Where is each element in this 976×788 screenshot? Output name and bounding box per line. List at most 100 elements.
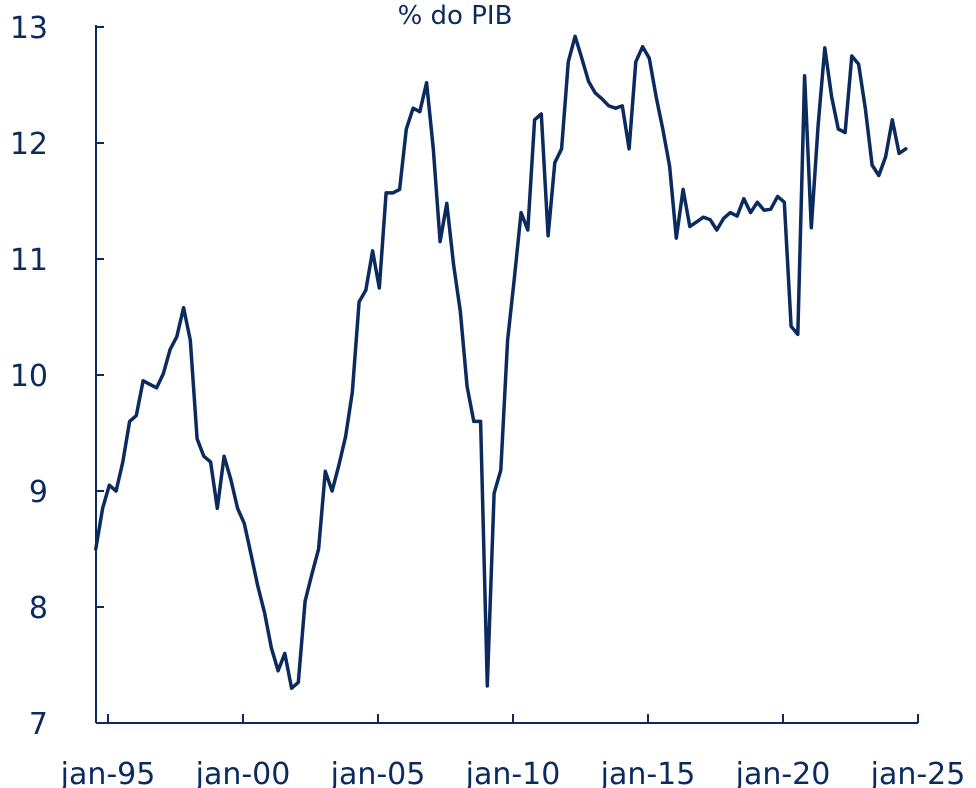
data-point [338, 464, 340, 467]
data-point [135, 414, 138, 417]
data-point [587, 80, 590, 83]
data-point [533, 119, 536, 121]
data-point [743, 197, 745, 200]
data-point [324, 470, 327, 473]
data-point [716, 229, 718, 231]
data-point [351, 391, 354, 394]
data-point [763, 209, 765, 212]
data-point [722, 217, 725, 220]
data-point [682, 188, 684, 191]
data-point [783, 201, 786, 203]
data-point [817, 124, 819, 127]
data-point [223, 455, 225, 458]
data-point [122, 461, 124, 463]
data-point [230, 478, 232, 481]
data-point [709, 218, 711, 221]
data-point [405, 128, 408, 130]
data-point [594, 92, 597, 94]
data-point [277, 670, 279, 672]
data-point [263, 612, 266, 614]
data-point [668, 165, 671, 167]
data-point [857, 63, 860, 65]
chart-title: % do PIB [398, 1, 513, 31]
data-point [648, 57, 651, 60]
data-point [641, 45, 644, 48]
data-point [270, 646, 273, 649]
data-point [304, 600, 306, 602]
data-point [898, 152, 900, 155]
data-point [331, 490, 333, 492]
data-point [257, 585, 259, 587]
y-tick-label: 10 [10, 359, 48, 394]
data-point [628, 148, 630, 150]
data-point [608, 105, 610, 107]
data-point [567, 61, 570, 63]
data-point [378, 287, 381, 289]
data-point [871, 164, 873, 166]
data-point [169, 348, 171, 351]
data-point [446, 202, 448, 205]
data-point [810, 226, 813, 229]
data-point [803, 74, 806, 77]
y-tick-label: 8 [29, 591, 48, 626]
series-line [94, 34, 908, 690]
data-point [236, 507, 239, 510]
data-point [398, 188, 401, 191]
data-point [432, 148, 435, 150]
data-point [216, 507, 219, 510]
data-point [749, 211, 752, 214]
data-point [776, 195, 779, 198]
data-point [176, 335, 178, 338]
data-point [95, 548, 97, 550]
data-point [128, 420, 131, 423]
data-point [864, 107, 867, 109]
data-point [473, 420, 475, 423]
data-point [500, 469, 502, 471]
data-point [196, 438, 198, 440]
data-point [371, 250, 374, 252]
y-tick-label: 9 [29, 475, 48, 510]
data-point [736, 215, 738, 217]
data-point [513, 277, 516, 280]
data-point [290, 687, 293, 689]
y-tick-label: 13 [10, 11, 48, 46]
data-point [527, 229, 529, 231]
x-tick-label: jan-15 [600, 757, 696, 788]
data-point [797, 333, 799, 336]
data-point [601, 98, 603, 100]
data-point [878, 174, 880, 177]
x-tick-label: jan-10 [465, 757, 561, 788]
data-point [466, 385, 468, 388]
data-point [790, 325, 792, 328]
data-point [189, 339, 192, 342]
x-tick-label: jan-20 [735, 757, 831, 788]
data-point [149, 383, 151, 386]
data-point [317, 548, 320, 550]
data-point [425, 81, 428, 84]
data-point [905, 148, 907, 150]
data-point [824, 47, 826, 49]
data-point [311, 573, 313, 576]
data-point [365, 289, 367, 292]
data-point [479, 420, 482, 423]
data-point [412, 107, 414, 109]
data-point [554, 161, 556, 164]
data-point [837, 128, 840, 130]
data-point [142, 380, 144, 382]
data-point [662, 128, 664, 130]
y-tick-label: 7 [29, 707, 48, 742]
data-point [162, 373, 165, 375]
data-point [297, 681, 300, 684]
data-point [439, 240, 441, 243]
data-point [115, 490, 117, 492]
data-point [702, 216, 705, 218]
data-point [635, 61, 637, 63]
data-point [506, 339, 509, 342]
data-point [243, 522, 246, 525]
data-point [540, 113, 543, 115]
plot-area [94, 34, 908, 690]
data-point [155, 387, 158, 389]
data-point [621, 105, 624, 107]
data-point [419, 110, 421, 113]
data-point [655, 95, 657, 98]
